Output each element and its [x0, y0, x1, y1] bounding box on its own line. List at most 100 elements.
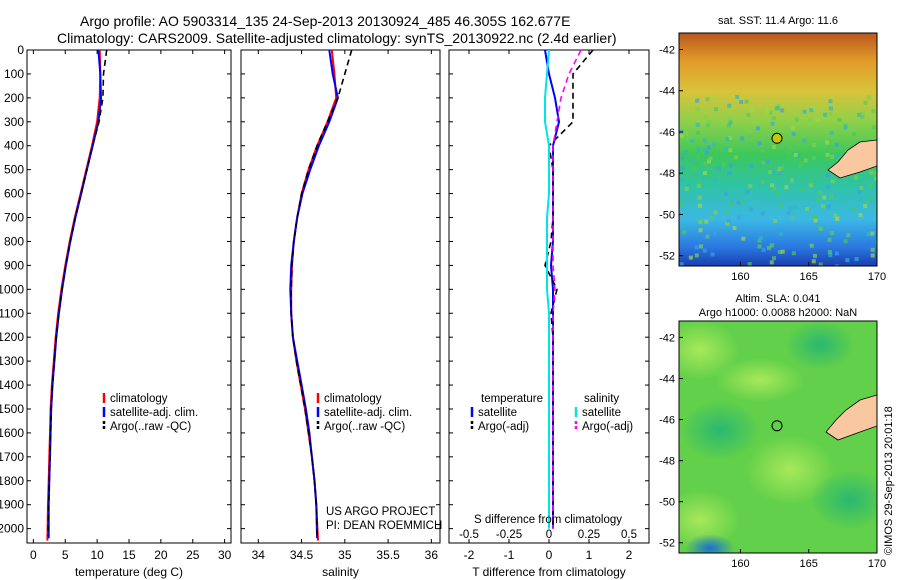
sst-pixel	[822, 149, 827, 154]
sst-pixel	[827, 237, 832, 242]
project-annotation: US ARGO PROJECT	[326, 506, 435, 518]
y-tick-label: 200	[4, 91, 24, 105]
sst-pixel	[791, 131, 796, 136]
sst-pixel	[739, 100, 744, 104]
legend-label: satellite-adj. clim.	[110, 407, 198, 419]
sst-pixel	[827, 228, 832, 233]
x-tick-label: 34.5	[290, 548, 314, 562]
title-line-2: Climatology: CARS2009. Satellite-adjuste…	[57, 30, 617, 46]
sst-pixel	[870, 247, 875, 252]
sst-pixel	[713, 210, 718, 215]
sst-pixel	[825, 140, 829, 145]
legend-label: Argo(-adj)	[582, 421, 633, 433]
x-tick-label: 1	[586, 548, 593, 562]
sst-pixel	[822, 195, 827, 200]
sst-pixel	[749, 207, 754, 212]
sst-pixel	[784, 185, 789, 190]
sst-pixel	[788, 206, 793, 211]
y-tick-label: 100	[4, 67, 24, 81]
x-tick-label: 35	[338, 548, 352, 562]
sst-pixel	[747, 262, 752, 266]
sst-pixel	[786, 210, 791, 215]
sst-pixel	[773, 219, 778, 223]
sst-pixel	[728, 120, 733, 125]
sst-pixel	[830, 231, 835, 236]
sst-pixel	[702, 138, 707, 143]
sst-pixel	[766, 110, 771, 115]
sst-pixel	[744, 99, 749, 104]
title-line-1: Argo profile: AO 5903314_135 24-Sep-2013…	[80, 13, 570, 29]
sst-pixel	[815, 117, 820, 122]
sst-pixel	[679, 178, 683, 183]
sst-pixel	[709, 215, 714, 220]
sst-pixel	[802, 109, 807, 114]
sst-pixel	[740, 136, 745, 141]
sla-map-title-1: Altim. SLA: 0.041	[736, 293, 821, 305]
sst-pixel	[710, 252, 715, 257]
sst-pixel	[695, 106, 700, 111]
sla-map-frame	[678, 320, 878, 554]
sst-pixel	[697, 179, 702, 184]
sst-pixel	[736, 200, 741, 205]
sst-pixel	[696, 147, 701, 152]
y-tick-label: 0	[17, 43, 24, 57]
sst-pixel	[812, 156, 817, 161]
sst-pixel	[854, 175, 859, 180]
map-y-tick-label: -52	[659, 251, 675, 263]
map-y-tick-label: -44	[659, 373, 675, 385]
sla-land-new-zealand	[825, 394, 877, 441]
map-x-tick-label: 170	[868, 271, 886, 283]
sst-pixel	[858, 213, 863, 218]
sst-pixel	[723, 161, 728, 166]
map-y-tick-label: -50	[659, 209, 675, 221]
sst-pixel	[733, 155, 738, 160]
sst-pixel	[780, 165, 784, 170]
sst-pixel	[706, 123, 711, 128]
y-tick-label: 1800	[0, 474, 24, 488]
sst-pixel	[828, 106, 833, 111]
legend-label: Argo(..raw -QC)	[324, 421, 405, 433]
sla-map-ticks: -42 -44 -46 -48 -50 -52 160 165 170	[659, 332, 886, 570]
sst-pixel	[793, 204, 798, 209]
sst-pixel	[776, 190, 781, 195]
sst-pixel	[810, 215, 815, 220]
sla-argo-marker	[771, 420, 783, 432]
sst-pixel	[794, 117, 799, 122]
x-tick-label: 2	[626, 548, 633, 562]
map-x-tick-label: 165	[800, 271, 818, 283]
sst-pixel	[680, 156, 685, 161]
salinity-panel: 34 34.5 35 35.5 36 salinity climatology satelli…	[240, 49, 442, 579]
sst-pixel	[704, 219, 709, 224]
sst-pixel	[802, 138, 807, 143]
series-line	[289, 49, 339, 539]
temperature-panel: 0100200300400500600700800900100011001200…	[0, 43, 232, 579]
sst-pixel	[809, 179, 814, 183]
sst-pixel	[707, 120, 712, 125]
sst-pixel	[834, 142, 839, 147]
sst-pixel	[872, 125, 876, 130]
sst-pixel	[775, 142, 780, 147]
sst-pixel	[684, 131, 689, 136]
plot-frame	[26, 49, 232, 544]
sst-pixel	[863, 100, 868, 105]
y-tick-label: 1200	[0, 330, 24, 344]
sst-argo-marker	[771, 132, 783, 144]
sst-pixel	[780, 108, 785, 113]
x-axis-label: salinity	[322, 565, 359, 579]
sst-pixel	[829, 130, 834, 135]
map-x-tick-label: 160	[731, 558, 749, 570]
sst-pixel	[783, 148, 788, 153]
sst-pixel	[694, 245, 699, 250]
sst-pixel	[757, 244, 762, 249]
sst-pixel	[735, 95, 740, 99]
sst-pixel	[818, 190, 823, 195]
y-tick-label: 1500	[0, 402, 24, 416]
legend-label: satellite	[478, 407, 517, 419]
sst-pixel	[857, 112, 862, 117]
sst-pixel	[727, 170, 732, 175]
top-tick-label: 0	[546, 529, 552, 541]
sst-pixel	[736, 215, 741, 220]
top-axis-label: S difference from climatology	[474, 514, 622, 526]
sst-pixel	[812, 105, 817, 110]
